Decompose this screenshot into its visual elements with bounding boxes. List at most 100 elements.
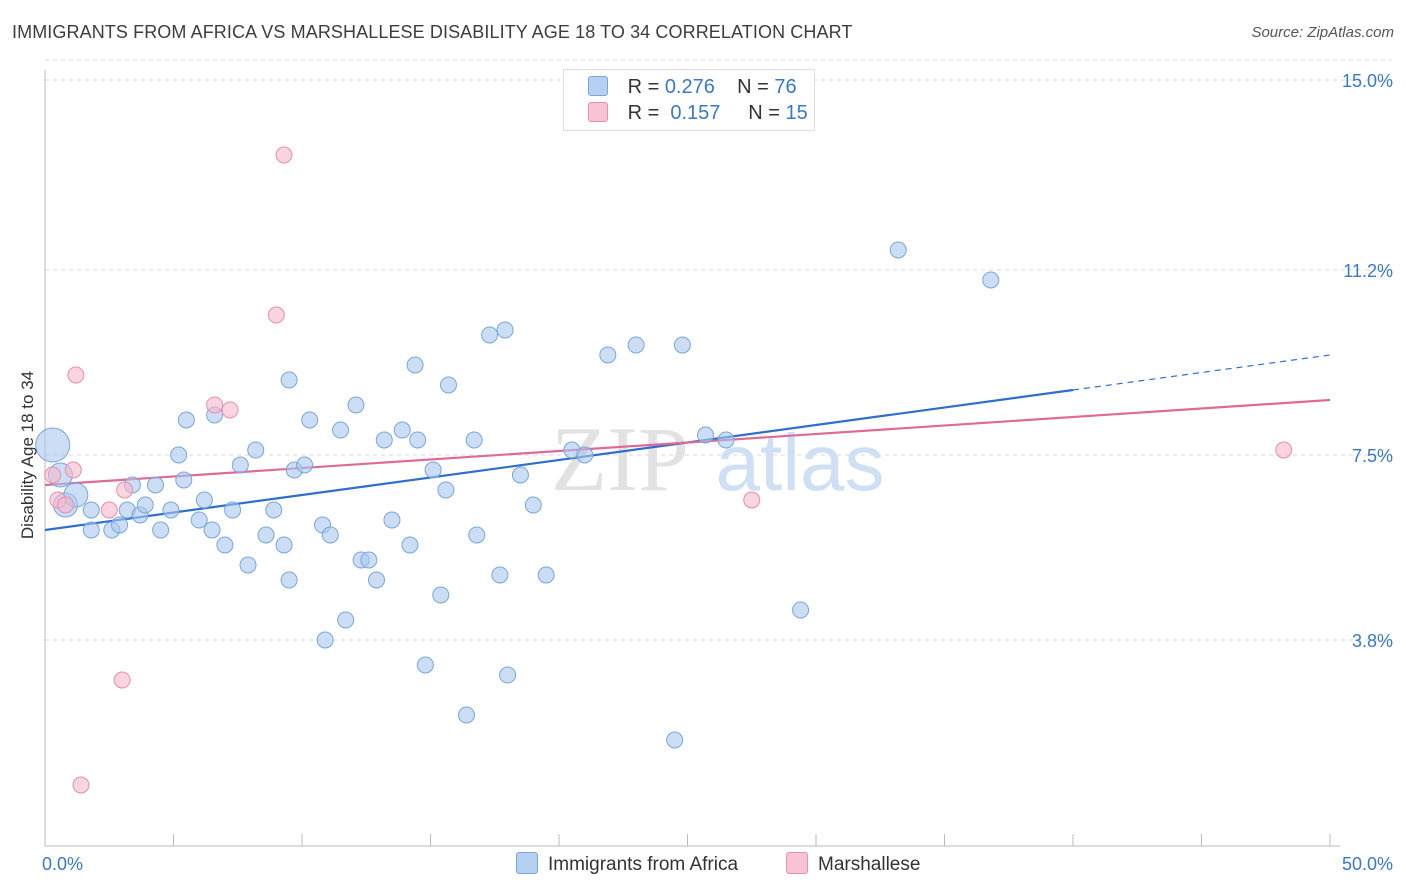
marshallese-point xyxy=(67,366,85,384)
legend-r-value: 0.157 xyxy=(670,102,721,124)
africa-point xyxy=(265,501,283,519)
africa-point xyxy=(982,271,1000,289)
africa-point xyxy=(332,421,350,439)
africa-point xyxy=(203,521,221,539)
africa-point xyxy=(696,426,714,444)
legend-swatch-blue xyxy=(588,76,608,96)
africa-point xyxy=(437,481,455,499)
marshallese-point xyxy=(116,481,134,499)
africa-point xyxy=(375,431,393,449)
marshallese-point xyxy=(267,306,285,324)
marshallese-point xyxy=(743,491,761,509)
legend-n-value: 15 xyxy=(785,102,808,124)
x-tick-label: 0.0% xyxy=(42,854,83,874)
marshallese-point xyxy=(64,461,82,479)
africa-point xyxy=(511,466,529,484)
marshallese-point xyxy=(44,466,62,484)
africa-point xyxy=(524,496,542,514)
africa-point xyxy=(224,501,242,519)
africa-point xyxy=(401,536,419,554)
y-axis-label: Disability Age 18 to 34 xyxy=(18,370,37,540)
africa-point xyxy=(576,446,594,464)
y-tick-label: 7.5% xyxy=(1352,446,1393,466)
africa-point xyxy=(321,526,339,544)
marshallese-point xyxy=(206,396,224,414)
africa-point xyxy=(666,731,684,749)
africa-point xyxy=(136,496,154,514)
africa-point xyxy=(337,611,355,629)
africa-point xyxy=(82,501,100,519)
africa-point xyxy=(195,491,213,509)
legend-swatch-pink xyxy=(588,102,608,122)
africa-point xyxy=(275,536,293,554)
africa-point xyxy=(792,601,810,619)
africa-point xyxy=(231,456,249,474)
africa-point xyxy=(360,551,378,569)
stats-legend: R = 0.276 N = 76 R = 0.157 N = 15 xyxy=(563,69,815,131)
africa-point xyxy=(416,656,434,674)
bottom-legend-label: Immigrants from Africa xyxy=(548,854,739,875)
africa-point xyxy=(280,371,298,389)
africa-point xyxy=(424,461,442,479)
africa-point xyxy=(170,446,188,464)
watermark-atlas: atlas xyxy=(716,418,885,507)
africa-point xyxy=(347,396,365,414)
y-tick-label: 15.0% xyxy=(1342,71,1393,91)
africa-point xyxy=(111,516,129,534)
africa-point xyxy=(468,526,486,544)
legend-r-label: R = xyxy=(627,102,660,124)
africa-point xyxy=(432,586,450,604)
data-points xyxy=(35,146,1293,794)
x-tick-label: 50.0% xyxy=(1342,854,1393,874)
africa-point xyxy=(491,566,509,584)
africa-point xyxy=(316,631,334,649)
marshallese-trend-line xyxy=(44,398,1331,487)
africa-point xyxy=(82,521,100,539)
trend-lines xyxy=(44,354,1331,532)
grid-lines xyxy=(45,59,1392,641)
chart-title: IMMIGRANTS FROM AFRICA VS MARSHALLESE DI… xyxy=(12,22,853,42)
africa-trend-extension xyxy=(1072,354,1331,391)
africa-point xyxy=(537,566,555,584)
marshallese-point xyxy=(113,671,131,689)
africa-point xyxy=(673,336,691,354)
marshallese-point xyxy=(221,401,239,419)
legend-r-value: 0.276 xyxy=(664,76,715,98)
africa-point xyxy=(599,346,617,364)
africa-point xyxy=(147,476,165,494)
africa-point xyxy=(247,441,265,459)
watermark: ZIP atlas xyxy=(551,408,884,510)
africa-point xyxy=(393,421,411,439)
bottom-legend-africa: Immigrants from Africa xyxy=(516,852,738,876)
marshallese-point xyxy=(275,146,293,164)
africa-point xyxy=(457,706,475,724)
africa-point xyxy=(496,321,514,339)
africa-point xyxy=(499,666,517,684)
legend-r-label: R = xyxy=(627,76,660,98)
marshallese-point xyxy=(57,496,75,514)
africa-point xyxy=(383,511,401,529)
africa-point xyxy=(481,326,499,344)
legend-n-label: N = xyxy=(748,102,780,124)
y-tick-label: 11.2% xyxy=(1343,261,1393,281)
africa-point xyxy=(889,241,907,259)
africa-point xyxy=(280,571,298,589)
africa-point xyxy=(439,376,457,394)
bottom-legend-swatch-blue xyxy=(516,852,538,874)
marshallese-point xyxy=(100,501,118,519)
africa-point xyxy=(301,411,319,429)
africa-point xyxy=(465,431,483,449)
africa-point xyxy=(368,571,386,589)
legend-row-marshallese: R = 0.157 N = 15 xyxy=(588,102,808,126)
source-credit: Source: ZipAtlas.com xyxy=(1251,24,1394,41)
africa-point xyxy=(257,526,275,544)
africa-point xyxy=(190,511,208,529)
africa-point xyxy=(627,336,645,354)
bottom-legend-marshallese: Marshallese xyxy=(786,852,920,876)
marshallese-point xyxy=(1275,441,1293,459)
africa-point xyxy=(409,431,427,449)
legend-n-value: 76 xyxy=(774,76,797,98)
africa-point xyxy=(296,456,314,474)
bottom-legend-swatch-pink xyxy=(786,852,808,874)
africa-point xyxy=(239,556,257,574)
